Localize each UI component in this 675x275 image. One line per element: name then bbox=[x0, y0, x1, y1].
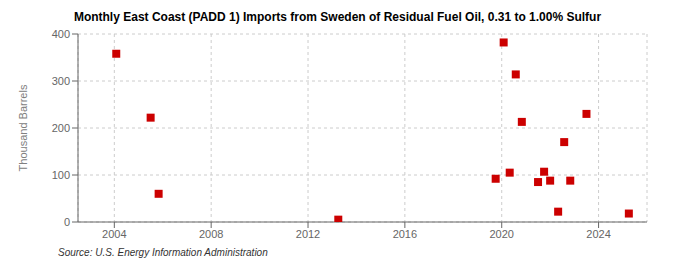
svg-text:2024: 2024 bbox=[586, 228, 610, 240]
svg-text:2008: 2008 bbox=[199, 228, 223, 240]
svg-text:300: 300 bbox=[52, 75, 70, 87]
svg-text:2020: 2020 bbox=[489, 228, 513, 240]
svg-text:2016: 2016 bbox=[393, 228, 417, 240]
svg-text:Thousand Barrels: Thousand Barrels bbox=[17, 84, 29, 171]
svg-text:100: 100 bbox=[52, 169, 70, 181]
html-text:Source: U.S. Energy Informatio: Source: U.S. Energy Information Administ… bbox=[58, 247, 268, 258]
html-text:Monthly East Coast (PADD 1) Im: Monthly East Coast (PADD 1) Imports from… bbox=[73, 10, 602, 24]
svg-text:400: 400 bbox=[52, 28, 70, 40]
svg-text:2012: 2012 bbox=[296, 228, 320, 240]
svg-text:2004: 2004 bbox=[102, 228, 126, 240]
svg-text:200: 200 bbox=[52, 122, 70, 134]
svg-text:0: 0 bbox=[64, 216, 70, 228]
